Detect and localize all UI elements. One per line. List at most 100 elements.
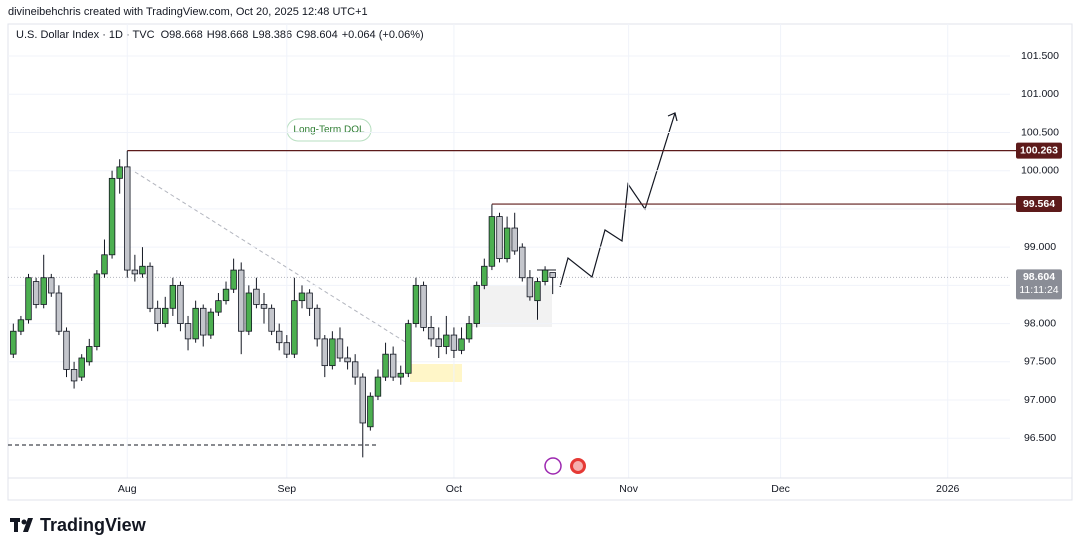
candle-body [344,357,351,363]
x-tick-label: Aug [118,483,137,495]
candle-body [230,269,237,290]
candle-body [124,166,131,271]
ohlc-legend: O98.668 H98.668 L98.386 C98.604 +0.064 (+0.0… [161,29,424,41]
plot: 96.50097.00097.50098.00098.50099.00099.5… [8,24,1072,495]
candle-body [146,265,154,309]
candle-body [222,288,230,302]
candle-body [496,216,503,260]
candle-body [526,277,534,298]
candle-body [351,361,359,378]
candle-body [473,284,480,324]
zone-box [410,364,462,382]
candle-body [17,319,25,332]
y-tick-label: 99.000 [1024,241,1056,253]
candle-body [169,284,177,309]
candle-body [511,227,518,252]
candle-body [389,353,397,378]
candle-body [108,177,116,256]
candle-body [215,300,222,313]
candle-body [162,307,169,324]
candle-body [549,272,556,278]
candle-body [382,353,389,378]
candle-body [359,376,366,424]
candle-body [283,342,290,355]
chart-frame [7,23,1073,501]
candle-body [101,254,108,275]
candle-body [443,334,450,347]
annotation: Long-Term DOL [293,125,365,136]
level-label: 99.564 [1023,198,1055,210]
candle-body [313,307,321,340]
candle-body [70,369,78,382]
attribution: divineibehchris created with TradingView… [8,6,368,18]
y-tick-label: 100.500 [1021,126,1059,138]
logo-mark [21,519,27,525]
y-tick-label: 96.500 [1024,432,1056,444]
candle-body [321,338,328,367]
y-tick-label: 98.000 [1024,317,1056,329]
legend-value: L98.386 [252,29,292,41]
x-tick-label: 2026 [936,483,960,495]
event-icon [573,461,583,471]
candle-body [488,216,496,267]
countdown: 11:11:24 [1019,284,1058,296]
candle-body [25,277,32,321]
logo-mark [14,518,18,532]
candle-body [420,284,427,328]
candle-body [276,330,283,344]
candle-body [93,273,101,347]
x-tick-label: Oct [446,483,462,495]
level-label-bg [1016,196,1062,213]
level-label: 100.263 [1020,144,1058,156]
candle-body [63,330,70,370]
projection-path [559,112,676,288]
event-icon [544,457,562,475]
last-price-label: 98.604 [1023,271,1055,283]
candle-body [450,334,458,351]
legend-value: O98.668 [161,29,203,41]
trend-line [134,171,411,346]
candle-body [397,372,404,378]
candle-body [367,395,374,428]
candle-body [298,292,306,302]
candle-body [32,281,40,305]
logo: TradingView [10,515,147,535]
logo-mark [23,518,33,532]
candle-body [268,307,275,332]
y-tick-label: 101.500 [1021,50,1059,62]
candle-body [177,284,184,324]
legend-value: H98.668 [207,29,249,41]
candle-body [245,292,253,332]
candle-body [207,311,215,336]
projection-arrow [667,112,678,122]
level-label-bg [1016,142,1062,159]
y-tick-label: 101.000 [1021,88,1059,100]
candle-body [260,304,268,309]
candle-body [481,265,488,286]
candle-body [10,330,17,355]
x-tick-label: Nov [619,483,638,495]
brand: TradingView [40,515,147,535]
candle-body [200,307,207,336]
candle-body [336,338,344,359]
candle-body [534,281,541,302]
candle-body [184,323,192,340]
candle-body [192,307,199,340]
candle-body [458,338,465,351]
candle-body [86,346,93,363]
y-tick-label: 97.500 [1024,356,1056,368]
y-tick-label: 100.000 [1021,164,1059,176]
candle-body [435,338,442,347]
x-tick-label: Sep [277,483,296,495]
candle-body [40,277,47,305]
candle-body [238,269,245,332]
candle-body [78,357,85,378]
candle-body [412,284,420,324]
chart-title: U.S. Dollar Index · 1D · TVC [16,29,155,41]
y-tick-label: 97.000 [1024,394,1056,406]
candle-body [116,166,123,179]
candle-body [154,307,161,324]
candle-body [541,269,549,282]
